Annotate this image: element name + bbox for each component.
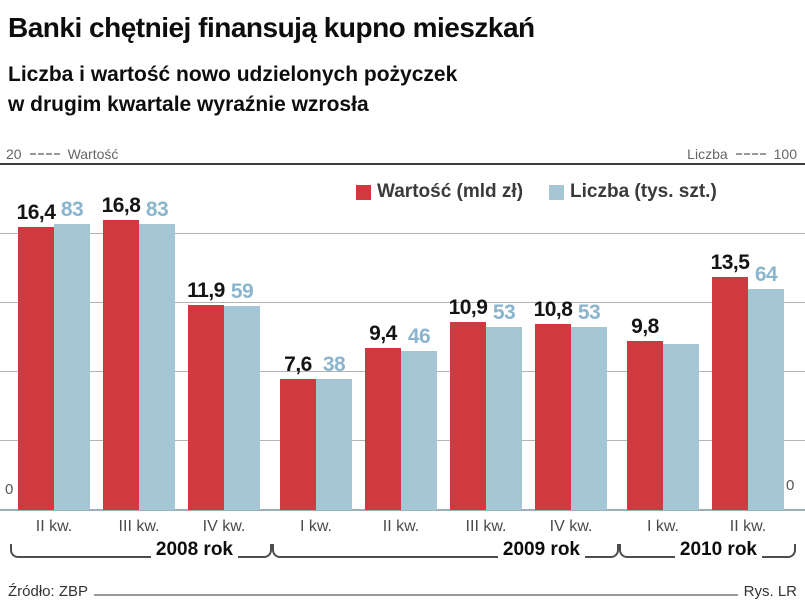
- left-axis-label: Wartość: [67, 146, 119, 162]
- year-label: 2009 rok: [497, 539, 585, 561]
- quarter-label: IV kw.: [549, 518, 593, 535]
- bar-wartosc: [712, 277, 748, 510]
- value-label-wartosc: 11,9: [187, 278, 225, 302]
- bar-liczba: [139, 223, 175, 510]
- bar-liczba: [54, 223, 90, 510]
- author-credit: Rys. LR: [743, 583, 797, 600]
- plot-area: Wartość (mld zł) Liczba (tys. szt.) 16,4…: [0, 165, 805, 510]
- subtitle-line-1: Liczba i wartość nowo udzielonych pożycz…: [8, 63, 458, 86]
- legend-item-liczba: Liczba (tys. szt.): [549, 181, 717, 203]
- value-label-wartosc: 9,4: [369, 321, 397, 345]
- bar-wartosc: [280, 378, 316, 510]
- year-bracket: 2010 rok: [619, 539, 796, 561]
- year-bracket: 2008 rok: [10, 539, 272, 561]
- legend-swatch-wartosc-icon: [356, 184, 371, 200]
- quarter-label: II kw.: [729, 518, 767, 535]
- bar-liczba: [748, 289, 784, 510]
- value-label-liczba: 38: [322, 352, 346, 376]
- bar-wartosc: [365, 347, 401, 510]
- chart-subtitle: Liczba i wartość nowo udzielonych pożycz…: [8, 60, 457, 120]
- footer: Źródło: ZBP Rys. LR: [8, 583, 797, 600]
- left-axis-max: 20: [6, 146, 22, 162]
- quarter-label: III kw.: [118, 518, 160, 535]
- legend-swatch-liczba-icon: [549, 184, 565, 200]
- quarter-label: IV kw.: [202, 518, 246, 535]
- footer-rule: [94, 594, 738, 596]
- bar-liczba: [663, 344, 699, 510]
- value-label-liczba: 59: [230, 280, 254, 304]
- value-label-liczba: 46: [407, 325, 431, 349]
- source-credit: Źródło: ZBP: [8, 583, 89, 600]
- right-axis-header: Liczba 100: [687, 144, 797, 164]
- bar-liczba: [571, 327, 607, 510]
- gridline: [0, 233, 805, 234]
- quarter-label: I kw.: [299, 518, 333, 535]
- chart-baseline: [0, 509, 805, 511]
- value-label-wartosc: 16,4: [16, 201, 56, 225]
- value-label-liczba: 53: [577, 301, 601, 325]
- left-axis-header: 20 Wartość: [6, 144, 118, 164]
- bar-wartosc: [627, 340, 663, 510]
- bar-wartosc: [18, 227, 54, 510]
- subtitle-line-2: w drugim kwartale wyraźnie wzrosła: [8, 92, 369, 116]
- value-label-liczba: 83: [60, 197, 84, 221]
- quarter-label: II kw.: [35, 518, 73, 535]
- legend-label-liczba: Liczba (tys. szt.): [570, 181, 717, 202]
- gridline-sample-icon: [29, 153, 60, 155]
- quarter-label: I kw.: [646, 518, 680, 535]
- quarter-label: II kw.: [382, 518, 420, 535]
- value-label-liczba: 53: [492, 301, 516, 325]
- value-label-wartosc: 7,6: [284, 352, 312, 376]
- value-label-liczba: 83: [145, 197, 169, 221]
- bar-wartosc: [188, 304, 224, 510]
- value-label-liczba: 64: [754, 263, 778, 287]
- chart-top-border: [0, 163, 805, 165]
- bar-liczba: [486, 327, 522, 510]
- gridline: [0, 302, 805, 303]
- bar-wartosc: [103, 220, 139, 510]
- legend-label-wartosc: Wartość (mld zł): [377, 181, 524, 202]
- page-title: Banki chętniej finansują kupno mieszkań: [8, 12, 535, 43]
- bar-wartosc: [535, 323, 571, 510]
- year-label: 2010 rok: [674, 539, 762, 561]
- bar-liczba: [316, 378, 352, 510]
- left-axis-zero: 0: [5, 481, 14, 498]
- bar-liczba: [224, 306, 260, 510]
- value-label-wartosc: 16,8: [101, 194, 141, 218]
- quarter-label: III kw.: [465, 518, 507, 535]
- value-label-wartosc: 13,5: [710, 251, 750, 275]
- right-axis-zero: 0: [786, 477, 795, 494]
- year-bracket: 2009 rok: [272, 539, 619, 561]
- bar-wartosc: [450, 321, 486, 510]
- year-label: 2008 rok: [150, 539, 238, 561]
- value-label-wartosc: 10,9: [448, 295, 488, 319]
- legend-item-wartosc: Wartość (mld zł): [356, 181, 523, 203]
- chart-legend: Wartość (mld zł) Liczba (tys. szt.): [356, 181, 717, 203]
- right-axis-label: Liczba: [687, 146, 728, 162]
- bar-liczba: [401, 351, 437, 510]
- value-label-wartosc: 10,8: [533, 297, 573, 321]
- gridline-sample-icon: [735, 153, 766, 155]
- right-axis-max: 100: [773, 146, 797, 162]
- value-label-wartosc: 9,8: [631, 314, 659, 338]
